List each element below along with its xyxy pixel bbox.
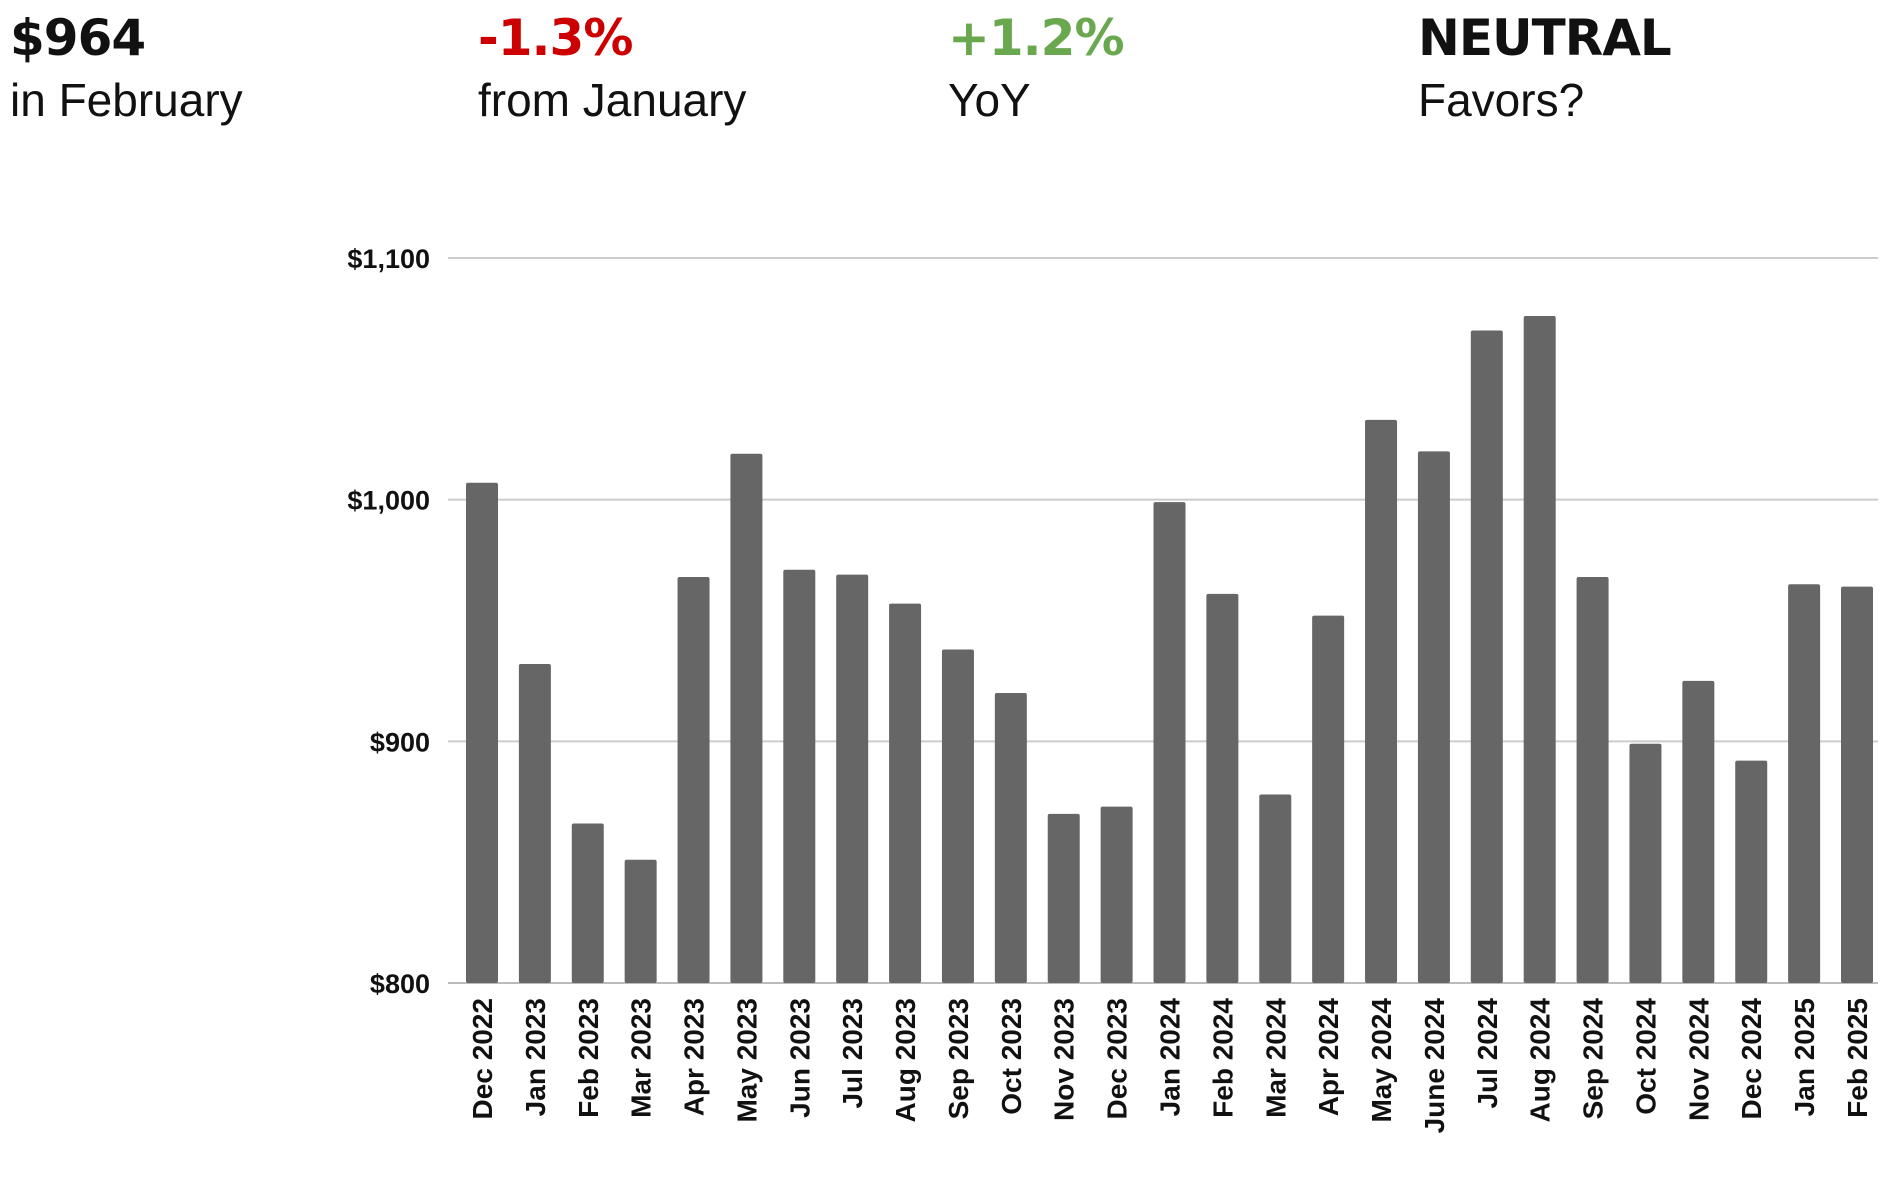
x-tick-label: Feb 2023 bbox=[573, 998, 604, 1118]
y-axis-ticks: $800 $900 $1,000 $1,100 bbox=[347, 244, 430, 999]
bar bbox=[624, 859, 657, 983]
bar bbox=[1576, 577, 1609, 983]
bar bbox=[994, 693, 1027, 983]
kpi-market-favor: NEUTRAL Favors? bbox=[1418, 6, 1672, 128]
x-tick-label: Apr 2023 bbox=[679, 998, 710, 1116]
x-tick-label: Nov 2023 bbox=[1049, 998, 1080, 1121]
x-tick-label: Mar 2023 bbox=[626, 998, 657, 1118]
bar bbox=[1417, 451, 1450, 983]
x-tick-label: Jan 2024 bbox=[1155, 998, 1186, 1117]
kpi-label: in February bbox=[10, 74, 243, 126]
x-tick-label: Dec 2022 bbox=[467, 998, 498, 1119]
x-tick-label: Jun 2023 bbox=[784, 998, 815, 1118]
y-tick-label: $1,000 bbox=[347, 486, 430, 516]
x-tick-label: Nov 2024 bbox=[1683, 998, 1714, 1121]
x-tick-label: Mar 2024 bbox=[1260, 998, 1291, 1118]
bar bbox=[889, 603, 922, 983]
kpi-label: from January bbox=[478, 74, 747, 126]
x-tick-label: June 2024 bbox=[1419, 998, 1450, 1134]
kpi-current-value: $964 in February bbox=[10, 6, 243, 128]
bar bbox=[677, 577, 710, 983]
bar bbox=[941, 649, 974, 983]
bar bbox=[1523, 316, 1556, 983]
bar bbox=[1365, 419, 1398, 984]
x-tick-label: May 2023 bbox=[731, 998, 762, 1123]
x-tick-label: Jan 2023 bbox=[520, 998, 551, 1116]
bar bbox=[1735, 760, 1768, 983]
bar bbox=[466, 482, 498, 983]
y-tick-label: $900 bbox=[370, 727, 430, 757]
bars bbox=[466, 316, 1873, 984]
kpi-value: +1.2% bbox=[948, 9, 1125, 67]
kpi-value: NEUTRAL bbox=[1418, 9, 1672, 67]
bar bbox=[1259, 794, 1292, 983]
y-tick-label: $800 bbox=[370, 969, 430, 999]
bar bbox=[1470, 330, 1503, 983]
kpi-label: YoY bbox=[948, 74, 1031, 126]
y-tick-label: $1,100 bbox=[347, 244, 430, 274]
x-tick-label: Jul 2024 bbox=[1472, 998, 1503, 1109]
kpi-label: Favors? bbox=[1418, 74, 1585, 126]
x-tick-label: Oct 2023 bbox=[996, 998, 1027, 1115]
x-tick-label: Feb 2024 bbox=[1207, 998, 1238, 1118]
bar bbox=[1153, 502, 1186, 983]
kpi-value: -1.3% bbox=[478, 9, 633, 67]
x-tick-label: Aug 2023 bbox=[890, 998, 921, 1123]
x-tick-label: Jul 2023 bbox=[837, 998, 868, 1109]
bar bbox=[1841, 586, 1873, 983]
bar bbox=[1312, 615, 1345, 983]
x-tick-label: Dec 2023 bbox=[1102, 998, 1133, 1119]
x-tick-label: Dec 2024 bbox=[1736, 998, 1767, 1120]
kpi-value: $964 bbox=[10, 9, 146, 67]
bar bbox=[783, 569, 816, 983]
x-tick-label: Sep 2024 bbox=[1578, 998, 1609, 1120]
x-axis-labels: Dec 2022 Jan 2023 Feb 2023 Mar 2023 Apr 2023… bbox=[467, 998, 1873, 1134]
x-tick-label: Sep 2023 bbox=[943, 998, 974, 1119]
kpi-month-change: -1.3% from January bbox=[478, 6, 746, 128]
bar bbox=[1682, 680, 1715, 983]
bar bbox=[571, 823, 604, 983]
bar bbox=[1629, 743, 1662, 983]
bar bbox=[1206, 593, 1239, 983]
x-tick-label: Feb 2025 bbox=[1842, 998, 1873, 1118]
x-tick-label: Jan 2025 bbox=[1789, 998, 1820, 1116]
x-tick-label: Apr 2024 bbox=[1313, 998, 1344, 1117]
x-tick-label: Oct 2024 bbox=[1630, 998, 1661, 1115]
kpi-yoy-change: +1.2% YoY bbox=[948, 6, 1125, 128]
bar bbox=[1047, 813, 1080, 983]
bar bbox=[518, 664, 551, 983]
bar bbox=[836, 574, 869, 983]
x-tick-label: May 2024 bbox=[1366, 998, 1397, 1123]
bar bbox=[1100, 806, 1133, 983]
bar bbox=[1788, 584, 1821, 983]
bar bbox=[730, 453, 763, 983]
x-tick-label: Aug 2024 bbox=[1525, 998, 1556, 1123]
